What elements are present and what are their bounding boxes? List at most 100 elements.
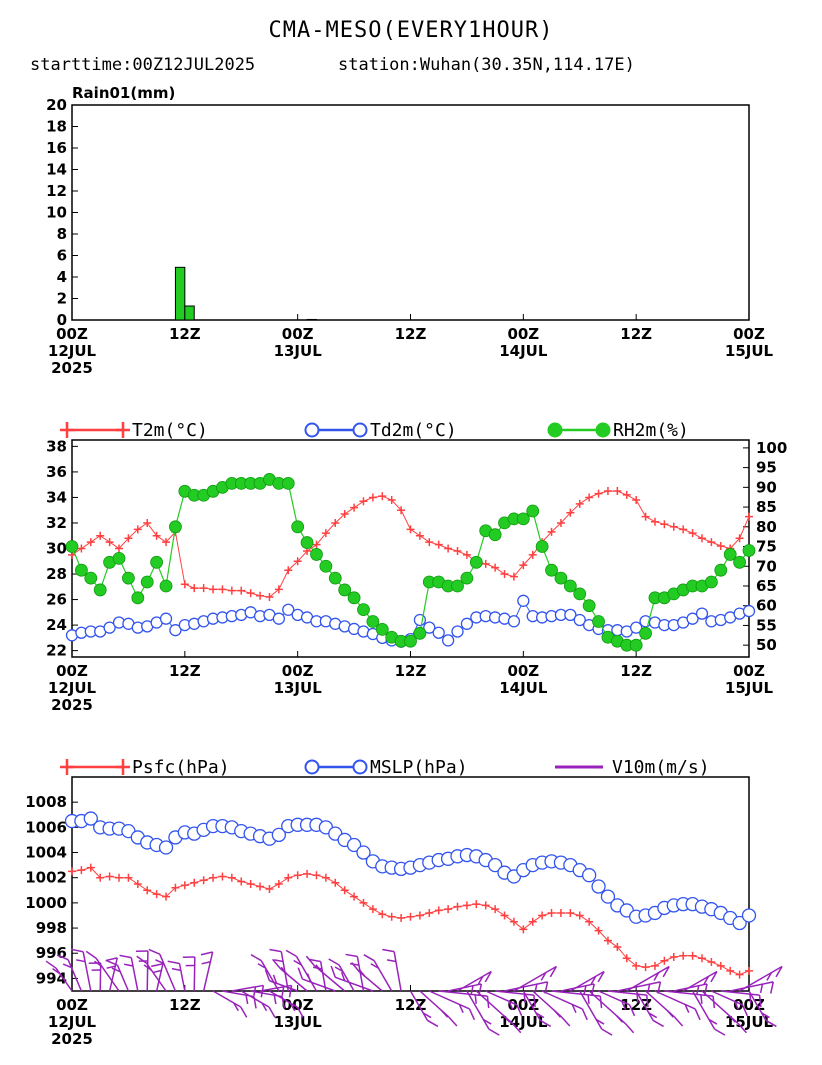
wind-barb-shaft — [720, 990, 760, 996]
wind-barb-shaft — [569, 970, 605, 992]
mslp-point — [271, 827, 287, 843]
wind-barb-feather — [240, 1006, 248, 1018]
td2m-point — [103, 621, 116, 634]
t2m-point — [340, 510, 349, 519]
wind-barb-feather — [76, 959, 86, 963]
psfc-point — [735, 970, 744, 979]
wind-barb-feather — [700, 994, 703, 1004]
wind-barb-shaft — [504, 981, 548, 992]
wind-barb-feather — [759, 983, 764, 994]
y-tick-label: 4 — [57, 268, 67, 286]
wind-barb-feather — [143, 964, 152, 971]
wind-barb-feather — [167, 960, 180, 965]
t2m-point — [312, 540, 321, 549]
wind-barb-feather — [285, 949, 297, 958]
t2m-point — [293, 557, 302, 566]
wind-barb-shaft — [654, 990, 696, 1010]
wind-barb-feather — [45, 960, 57, 969]
wind-barb-feather — [544, 981, 549, 994]
wind-barb-feather — [386, 959, 397, 963]
y-tick-label: 998 — [36, 919, 67, 937]
wind-barb-feather — [714, 1028, 726, 1036]
wind-barb-feather — [56, 954, 69, 961]
wind-barb-shaft — [739, 965, 783, 992]
wind-barb-shaft — [116, 964, 130, 992]
psfc-point — [312, 871, 321, 880]
rain-bar — [184, 305, 195, 321]
y-tick-label-right: 100 — [756, 439, 787, 457]
t2m-point — [143, 518, 152, 527]
t2m-point — [190, 584, 199, 593]
wind-barb-feather — [330, 965, 337, 978]
y-tick-label: 28 — [46, 565, 67, 583]
t2m-point — [679, 525, 688, 534]
x-tick-label: 00Z — [282, 325, 314, 343]
wind-barb-shaft — [393, 951, 402, 992]
wind-barb-feather — [422, 1012, 432, 1019]
t2m-point — [265, 593, 274, 602]
psfc-point — [171, 883, 180, 892]
x-tick-label: 15JUL — [725, 679, 774, 697]
wind-barb-shaft — [212, 990, 242, 1008]
wind-barb-feather — [111, 967, 121, 973]
wind-barb-feather — [673, 1016, 684, 1027]
wind-barb-feather — [448, 1016, 458, 1027]
rh2m-point — [75, 563, 88, 577]
rh2m-point — [93, 583, 107, 597]
wind-barb-feather — [106, 959, 118, 966]
rh2m-point — [159, 579, 173, 593]
rh2m-point — [639, 626, 652, 640]
y-tick-label: 24 — [46, 616, 67, 634]
wind-barb-feather — [427, 1019, 439, 1028]
x-tick-label: 2025 — [51, 359, 93, 377]
wind-barb-shaft — [319, 961, 327, 992]
t2m-point — [237, 586, 246, 595]
wind-barb-feather — [71, 948, 84, 953]
wind-barb-shaft — [356, 956, 365, 992]
wind-barb-feather — [328, 958, 340, 966]
t2m-point — [115, 544, 124, 553]
wind-barb-shaft — [711, 990, 743, 1006]
wind-barb-feather — [708, 1018, 718, 1025]
t2m-point — [359, 497, 368, 506]
wind-barb-feather — [533, 994, 536, 1008]
rh2m-point — [554, 571, 568, 585]
wind-barb-shaft — [335, 976, 374, 992]
psfc-point — [274, 880, 283, 888]
t2m-point — [397, 506, 406, 515]
rh2m-point — [545, 563, 558, 577]
wind-barb-feather — [539, 1019, 552, 1028]
mslp-legend-marker — [304, 759, 320, 775]
rh2m-point — [563, 579, 577, 593]
y-tick-label-right: 85 — [756, 498, 777, 516]
wind-barb-shaft — [598, 990, 630, 1006]
x-tick-label: 00Z — [733, 662, 765, 680]
wind-barb-feather — [201, 961, 211, 965]
psfc-point — [575, 911, 584, 920]
t2m-point — [613, 487, 622, 496]
psfc-point — [77, 866, 86, 875]
t2m-point — [425, 538, 434, 547]
psfc-point — [697, 954, 706, 963]
y-tick-label: 32 — [46, 514, 67, 532]
psfc-point — [500, 911, 509, 920]
psfc-point — [105, 872, 114, 881]
wind-barb-shaft — [95, 957, 120, 992]
t2m-point — [462, 550, 471, 559]
psfc-point — [378, 910, 387, 919]
t2m-point — [566, 508, 575, 517]
x-tick-label: 12Z — [169, 662, 201, 680]
t2m-point — [378, 492, 387, 501]
t2m-legend-label: T2m(°C) — [132, 420, 208, 441]
t2m-point — [152, 531, 161, 540]
mslp-point — [600, 889, 616, 904]
psfc-point — [256, 882, 265, 891]
t2m-point — [669, 522, 678, 531]
rh2m-point — [357, 603, 370, 617]
t2m-point — [575, 499, 584, 508]
wind-barb-feather — [534, 983, 538, 994]
wind-barb-shaft — [55, 967, 73, 992]
wind-barb-feather — [315, 964, 323, 973]
wind-barb-feather — [597, 971, 605, 983]
wind-barb-feather — [296, 1006, 304, 1018]
